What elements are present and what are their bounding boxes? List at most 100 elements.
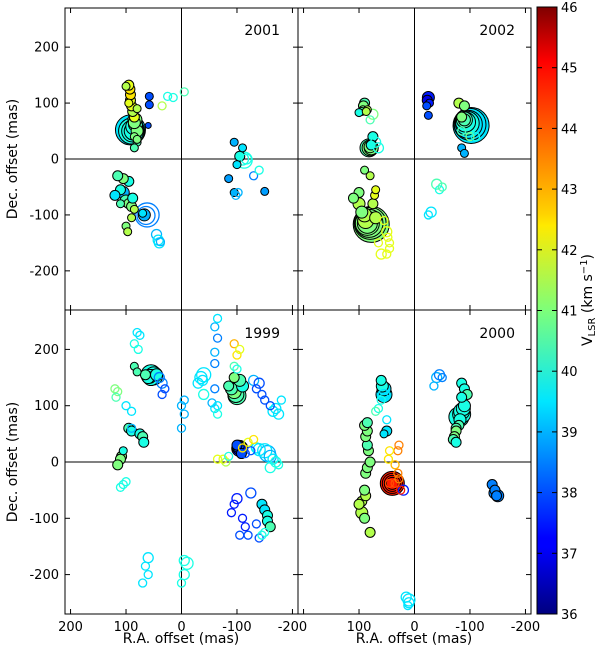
maser-spot — [245, 487, 257, 499]
maser-spot — [459, 148, 469, 158]
panel-2001 — [64, 7, 299, 311]
maser-spot — [251, 384, 262, 394]
x-axis-title-left: R.A. offset (mas) — [123, 631, 239, 647]
maser-spot — [422, 101, 432, 111]
y-axis-title-top: Dec. offset (mas) — [5, 99, 21, 219]
y-tick-label: -200 — [29, 264, 59, 279]
maser-spot — [234, 150, 246, 162]
colorbar-label: VLSR (km s−1) — [579, 254, 598, 346]
maser-spot — [272, 408, 285, 420]
maser-spot — [176, 401, 187, 411]
maser-spot — [491, 490, 503, 502]
maser-spot — [376, 395, 386, 405]
maser-spot — [232, 160, 242, 170]
maser-spot — [359, 484, 371, 496]
colorbar-ticks: 36 37 38 39 40 41 42 43 44 45 46 — [537, 1, 578, 623]
colorbar-tick-label: 42 — [561, 244, 578, 259]
maser-spot — [134, 202, 160, 228]
maser-spot — [364, 456, 376, 468]
maser-spot — [260, 395, 270, 405]
maser-spot — [160, 384, 170, 394]
maser-spot — [260, 186, 270, 196]
maser-spot — [132, 327, 142, 338]
maser-spot — [112, 459, 124, 471]
y-tick-label: -100 — [29, 208, 59, 223]
maser-spot — [179, 87, 189, 97]
x-tick-label: 0 — [410, 620, 418, 635]
y-tick-label: 100 — [34, 399, 59, 414]
maser-spot — [364, 526, 376, 538]
colorbar-tick-label: 41 — [561, 305, 578, 320]
maser-spot — [153, 371, 165, 384]
maser-spot — [456, 391, 468, 403]
maser-spot — [457, 126, 467, 136]
maser-spot — [210, 358, 220, 369]
maser-spot — [367, 198, 379, 210]
maser-spot — [243, 437, 253, 447]
maser-spot — [111, 392, 121, 402]
maser-spot — [129, 143, 139, 153]
maser-spot — [273, 460, 284, 470]
maser-spot — [121, 477, 131, 487]
maser-spot — [212, 333, 223, 343]
maser-spot — [431, 178, 443, 190]
maser-spot — [168, 92, 178, 103]
colorbar-tick-label: 36 — [561, 608, 578, 623]
y-tick-label: 200 — [34, 343, 59, 358]
maser-spot — [400, 591, 412, 603]
maser-spot — [437, 372, 447, 383]
maser-spot — [394, 440, 404, 450]
maser-spot — [257, 530, 267, 540]
maser-spot — [207, 398, 217, 408]
maser-spot — [347, 192, 359, 204]
year-label-2000: 2000 — [479, 326, 515, 342]
panel-2000 — [297, 309, 532, 615]
maser-spot — [384, 446, 395, 456]
maser-spot — [257, 389, 267, 400]
x-tick-label: -200 — [278, 620, 308, 635]
maser-spot — [127, 213, 137, 223]
maser-spot — [394, 474, 404, 484]
maser-spot — [379, 215, 389, 226]
maser-spot — [229, 361, 239, 371]
maser-spot — [375, 248, 387, 260]
maser-spot — [355, 205, 369, 219]
maser-spot — [429, 381, 439, 391]
panel-2002 — [297, 7, 532, 311]
maser-spot — [373, 238, 384, 248]
maser-spot — [264, 521, 276, 533]
maser-spot — [423, 110, 433, 120]
maser-spot — [115, 199, 125, 209]
maser-spot — [212, 409, 223, 419]
maser-spot — [393, 446, 403, 456]
maser-spot — [112, 170, 124, 182]
maser-spot — [450, 436, 462, 448]
maser-spot — [231, 190, 241, 201]
maser-spot — [142, 552, 154, 564]
maser-spot — [123, 227, 133, 237]
year-label-1999: 1999 — [244, 326, 280, 342]
maser-spot — [210, 384, 220, 394]
maser-spot — [470, 131, 481, 142]
maser-spot — [196, 374, 209, 387]
maser-spot — [371, 185, 381, 195]
maser-spot — [144, 100, 154, 110]
maser-spots — [353, 369, 505, 611]
maser-spot — [231, 492, 243, 505]
maser-spot — [361, 417, 373, 429]
maser-spot — [210, 347, 220, 357]
maser-spot — [267, 405, 279, 417]
colorbar-tick-label: 38 — [561, 487, 578, 502]
maser-spot — [176, 423, 187, 433]
maser-spot — [229, 499, 239, 509]
maser-spots — [110, 313, 287, 588]
maser-spot — [135, 330, 145, 340]
maser-spot — [118, 446, 128, 456]
maser-spot — [238, 143, 248, 153]
maser-spot — [379, 392, 389, 402]
maser-spot — [243, 530, 253, 540]
maser-spot — [136, 205, 156, 226]
maser-spot — [370, 136, 382, 148]
maser-spot — [397, 484, 410, 496]
colorbar-tick-label: 37 — [561, 547, 578, 562]
